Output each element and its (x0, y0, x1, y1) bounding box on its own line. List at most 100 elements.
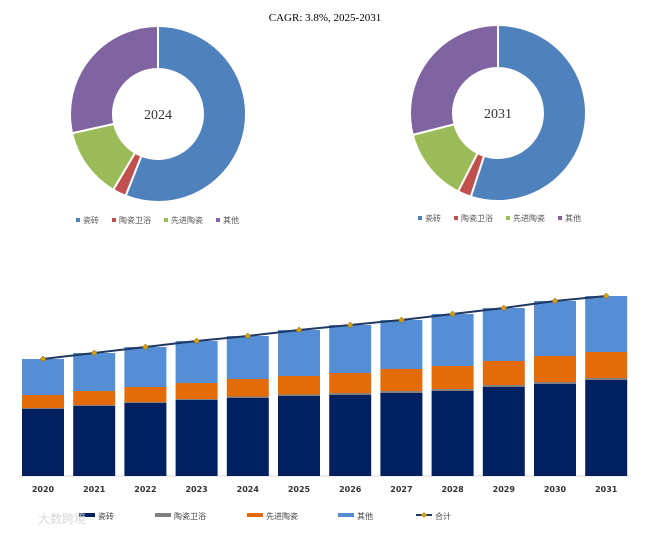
x-tick-label: 2027 (390, 485, 412, 494)
x-tick-label: 2021 (83, 485, 106, 494)
legend-label: 陶瓷卫浴 (119, 215, 151, 225)
legend-swatch (418, 216, 422, 220)
x-tick-label: 2030 (544, 485, 567, 494)
total-marker (500, 304, 508, 312)
bar-segment-2022-3 (124, 347, 167, 387)
x-tick-label: 2029 (493, 485, 516, 494)
bar-segment-2027-1 (380, 391, 423, 393)
bar-segment-2026-2 (329, 373, 372, 393)
legend-label: 先进陶瓷 (266, 511, 298, 521)
bar-segment-2025-0 (278, 396, 320, 476)
legend-swatch (558, 216, 562, 220)
bar-segment-2022-1 (124, 402, 167, 403)
bar-segment-2021-1 (73, 405, 116, 406)
bar-segment-2023-0 (175, 400, 218, 476)
bar-legend: 瓷砖 陶瓷卫浴 先进陶瓷 其他 合计 (79, 511, 451, 521)
bar-segment-2025-1 (278, 394, 320, 396)
bar-segment-2030-1 (534, 382, 576, 384)
total-marker (193, 337, 200, 345)
legend-swatch (112, 218, 116, 222)
x-tick-label: 2026 (339, 485, 362, 494)
bar-segment-2026-3 (329, 325, 372, 373)
x-tick-label: 2020 (32, 485, 55, 494)
total-marker (39, 355, 47, 363)
bar-segment-2028-0 (431, 391, 474, 476)
x-tick-label: 2022 (134, 485, 156, 494)
legend-label: 陶瓷卫浴 (461, 213, 493, 223)
pie-slice-0 (124, 24, 247, 203)
legend-label: 其他 (357, 511, 373, 521)
bar-segment-2028-3 (431, 314, 474, 366)
bar-segment-2021-2 (73, 391, 116, 405)
legend-swatch (216, 218, 220, 222)
bar-segment-2020-3 (22, 359, 64, 395)
bar-segment-2030-0 (534, 384, 576, 476)
legend-swatch (155, 513, 171, 517)
bar-segment-2031-2 (585, 352, 628, 378)
pie-center-label-2031: 2031 (484, 107, 512, 122)
legend-label: 其他 (223, 215, 239, 225)
bar-segment-2027-2 (380, 369, 423, 391)
bar-segment-2024-0 (226, 398, 269, 476)
legend-label: 瓷砖 (425, 213, 441, 223)
bar-segment-2025-2 (278, 376, 320, 395)
pie-slice-3 (409, 23, 499, 137)
legend-marker (421, 512, 427, 518)
legend-label: 其他 (565, 213, 581, 223)
bar-segment-2023-1 (175, 399, 218, 400)
total-marker (346, 321, 354, 329)
bar-segment-2029-0 (482, 387, 525, 476)
bar-segment-2029-1 (482, 385, 525, 387)
pie-slice-3 (69, 24, 159, 135)
bar-segment-2031-0 (585, 380, 628, 476)
bar-segment-2020-2 (22, 395, 64, 408)
bar-segment-2022-2 (124, 387, 167, 402)
bar-segment-2028-1 (431, 389, 474, 391)
stacked-bar-chart: 2020 2021 2022 2023 2024 2025 2026 2027 2028 2029… (18, 292, 630, 494)
total-marker (449, 310, 456, 318)
pie-center-label-2024: 2024 (144, 108, 172, 123)
bar-segment-2026-1 (329, 393, 372, 395)
pie-legend-2024: 瓷砖 陶瓷卫浴 先进陶瓷 其他 (76, 215, 239, 225)
legend-swatch (79, 513, 95, 517)
bar-segment-2024-1 (226, 396, 269, 398)
pie-2031 (409, 23, 587, 202)
x-tick-label: 2024 (237, 485, 260, 494)
watermark: 大数跨境 (38, 511, 86, 526)
bar-segment-2029-2 (482, 361, 525, 385)
pie-slice-0 (469, 23, 587, 202)
bar-segment-2031-1 (585, 378, 628, 380)
x-tick-label: 2028 (441, 485, 464, 494)
legend-swatch (338, 513, 354, 517)
bar-segment-2023-2 (175, 383, 218, 399)
pie-2024 (69, 24, 247, 203)
legend-label: 瓷砖 (98, 511, 114, 521)
total-marker (398, 316, 405, 324)
total-marker (602, 292, 610, 300)
total-marker (90, 349, 98, 357)
x-tick-label: 2023 (185, 485, 207, 494)
total-marker (244, 332, 252, 340)
legend-label: 先进陶瓷 (171, 215, 203, 225)
pie-legend-2031: 瓷砖 陶瓷卫浴 先进陶瓷 其他 (418, 213, 581, 223)
legend-swatch (76, 218, 80, 222)
legend-label: 陶瓷卫浴 (174, 511, 206, 521)
bar-segment-2024-3 (226, 336, 269, 379)
bar-segment-2023-3 (175, 341, 218, 383)
legend-swatch (506, 216, 510, 220)
bar-segment-2025-3 (278, 330, 320, 376)
legend-label: 合计 (435, 511, 451, 521)
total-marker (551, 297, 559, 305)
legend-swatch (454, 216, 458, 220)
x-tick-label: 2031 (595, 485, 618, 494)
bar-segment-2029-3 (482, 308, 525, 361)
legend-label: 瓷砖 (83, 215, 99, 225)
bar-segment-2021-3 (73, 353, 116, 391)
bar-segment-2030-2 (534, 356, 576, 382)
bar-segment-2022-0 (124, 403, 167, 476)
bar-segment-2026-0 (329, 395, 372, 476)
chart-title: CAGR: 3.8%, 2025-2031 (269, 12, 381, 24)
total-marker (142, 343, 149, 351)
legend-swatch (247, 513, 263, 517)
bar-segment-2027-3 (380, 320, 423, 369)
